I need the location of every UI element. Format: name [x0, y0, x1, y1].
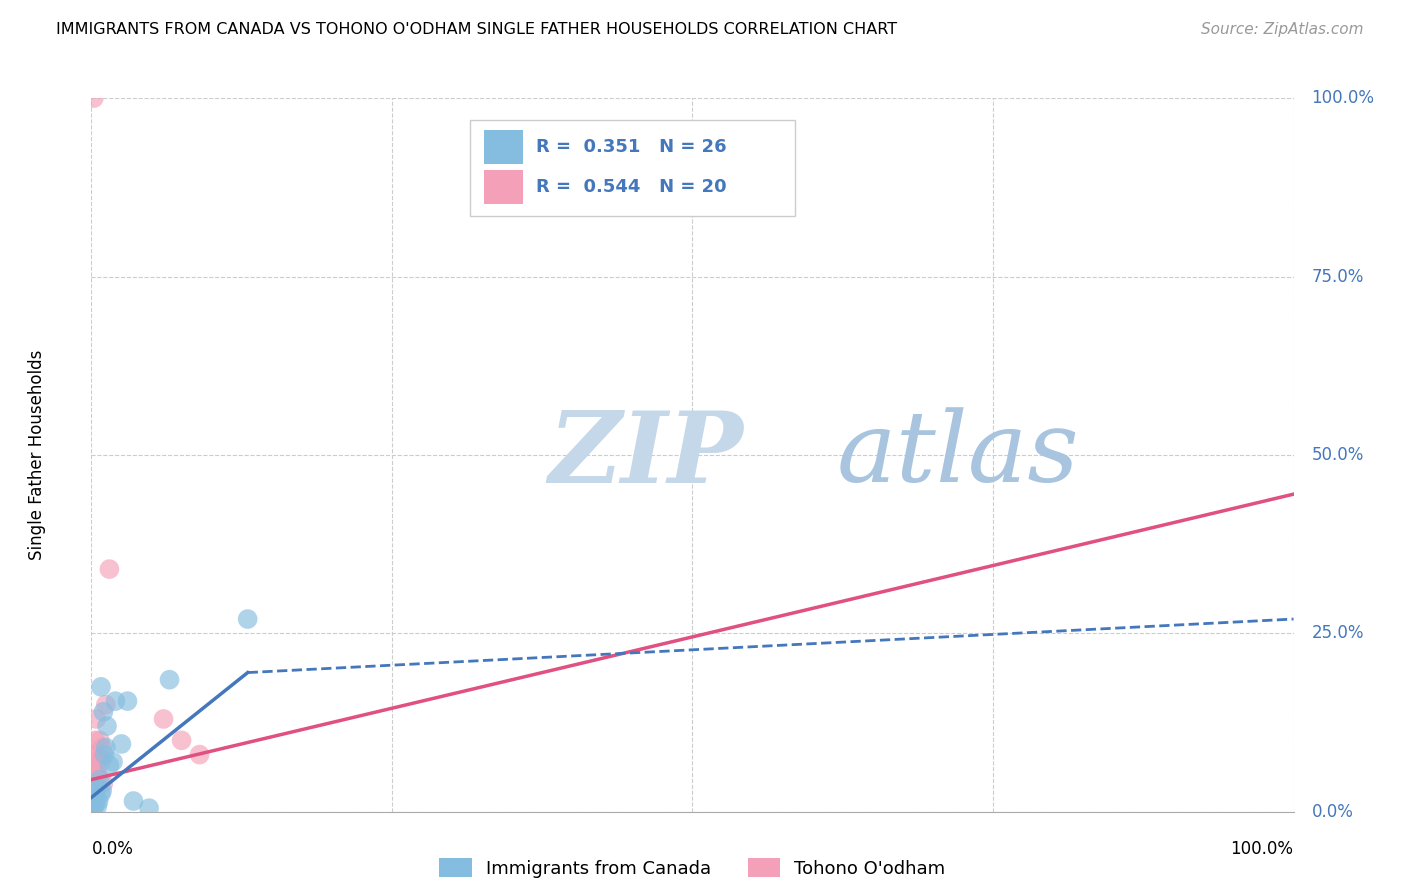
- Point: [94, 740, 117, 755]
- Point: [83, 794, 105, 808]
- Point: [170, 733, 193, 747]
- Point: [84, 733, 107, 747]
- Text: Single Father Households: Single Father Households: [28, 350, 46, 560]
- Point: [138, 801, 160, 815]
- FancyBboxPatch shape: [470, 120, 794, 216]
- Point: [93, 747, 115, 762]
- Point: [84, 762, 107, 776]
- Point: [83, 769, 105, 783]
- Text: ZIP: ZIP: [548, 407, 744, 503]
- Bar: [485, 129, 523, 164]
- Text: R =  0.351   N = 26: R = 0.351 N = 26: [536, 137, 727, 155]
- Point: [152, 712, 174, 726]
- Point: [82, 783, 104, 797]
- Text: IMMIGRANTS FROM CANADA VS TOHONO O'ODHAM SINGLE FATHER HOUSEHOLDS CORRELATION CH: IMMIGRANTS FROM CANADA VS TOHONO O'ODHAM…: [56, 22, 897, 37]
- Point: [84, 790, 107, 805]
- Text: 0.0%: 0.0%: [91, 840, 134, 858]
- Text: 75.0%: 75.0%: [1312, 268, 1364, 285]
- Point: [101, 755, 124, 769]
- Point: [110, 737, 132, 751]
- Point: [84, 787, 107, 801]
- Point: [122, 794, 145, 808]
- Point: [236, 612, 259, 626]
- Point: [89, 733, 111, 747]
- Point: [84, 755, 107, 769]
- Bar: [485, 170, 523, 204]
- Point: [82, 762, 104, 776]
- Text: Source: ZipAtlas.com: Source: ZipAtlas.com: [1201, 22, 1364, 37]
- Text: R =  0.544   N = 20: R = 0.544 N = 20: [536, 178, 727, 196]
- Point: [90, 787, 112, 801]
- Point: [86, 799, 108, 814]
- Point: [93, 705, 115, 719]
- Point: [104, 694, 127, 708]
- Point: [89, 772, 111, 787]
- Point: [83, 801, 105, 815]
- Point: [98, 758, 121, 772]
- Point: [96, 719, 118, 733]
- Text: 25.0%: 25.0%: [1312, 624, 1364, 642]
- Point: [84, 797, 107, 812]
- Point: [159, 673, 181, 687]
- Point: [87, 769, 110, 783]
- Point: [84, 712, 107, 726]
- Point: [86, 780, 108, 794]
- Point: [98, 562, 121, 576]
- Point: [93, 776, 115, 790]
- Point: [91, 740, 114, 755]
- Point: [117, 694, 139, 708]
- Point: [188, 747, 211, 762]
- Point: [90, 680, 112, 694]
- Point: [94, 698, 117, 712]
- Text: 100.0%: 100.0%: [1230, 840, 1294, 858]
- Text: 50.0%: 50.0%: [1312, 446, 1364, 464]
- Point: [86, 747, 108, 762]
- Point: [87, 794, 110, 808]
- Point: [83, 91, 105, 105]
- Point: [90, 755, 112, 769]
- Point: [82, 797, 104, 812]
- Text: atlas: atlas: [837, 408, 1080, 502]
- Text: 100.0%: 100.0%: [1312, 89, 1375, 107]
- Text: 0.0%: 0.0%: [1312, 803, 1354, 821]
- Legend: Immigrants from Canada, Tohono O'odham: Immigrants from Canada, Tohono O'odham: [432, 851, 953, 885]
- Point: [91, 783, 114, 797]
- Point: [83, 747, 105, 762]
